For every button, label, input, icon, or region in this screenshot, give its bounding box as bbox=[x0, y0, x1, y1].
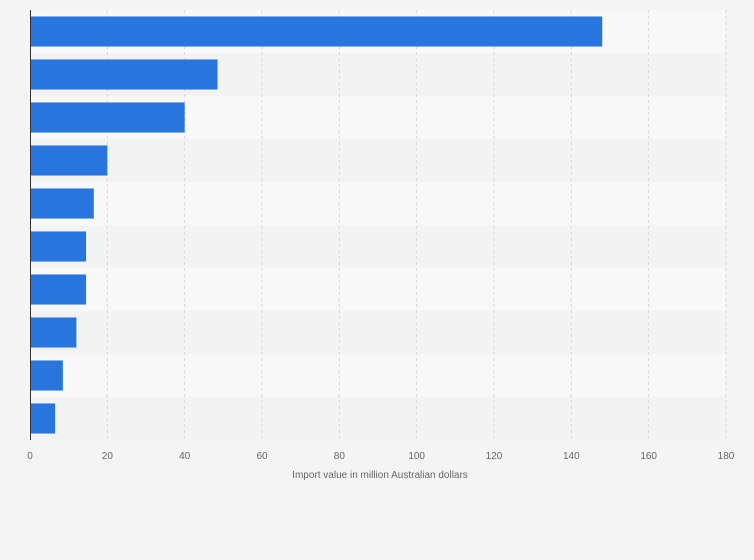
x-tick-label: 140 bbox=[563, 451, 580, 462]
row-band bbox=[30, 182, 726, 225]
bar bbox=[30, 102, 185, 133]
x-axis-ticks: 0 20 40 60 80 100 120 140 160 180 bbox=[27, 451, 735, 462]
bar bbox=[30, 274, 87, 305]
x-tick-label: 40 bbox=[179, 451, 191, 462]
bar bbox=[30, 403, 56, 434]
bars bbox=[30, 16, 603, 434]
bar bbox=[30, 16, 603, 47]
x-tick-label: 60 bbox=[256, 451, 268, 462]
bar bbox=[30, 317, 77, 348]
row-band bbox=[30, 139, 726, 182]
row-band bbox=[30, 311, 726, 354]
x-tick-label: 20 bbox=[102, 451, 114, 462]
row-band bbox=[30, 354, 726, 397]
bar bbox=[30, 59, 218, 90]
row-band bbox=[30, 268, 726, 311]
row-band bbox=[30, 397, 726, 440]
x-axis-title: Import value in million Australian dolla… bbox=[292, 470, 468, 481]
x-tick-label: 160 bbox=[640, 451, 657, 462]
x-tick-label: 80 bbox=[334, 451, 346, 462]
bar bbox=[30, 231, 87, 262]
x-tick-label: 100 bbox=[408, 451, 425, 462]
bar bbox=[30, 145, 108, 176]
bar bbox=[30, 188, 94, 219]
x-tick-label: 180 bbox=[718, 451, 735, 462]
bar bbox=[30, 360, 63, 391]
row-band bbox=[30, 225, 726, 268]
x-tick-label: 0 bbox=[27, 451, 33, 462]
x-tick-label: 120 bbox=[486, 451, 503, 462]
row-bands bbox=[30, 10, 726, 440]
